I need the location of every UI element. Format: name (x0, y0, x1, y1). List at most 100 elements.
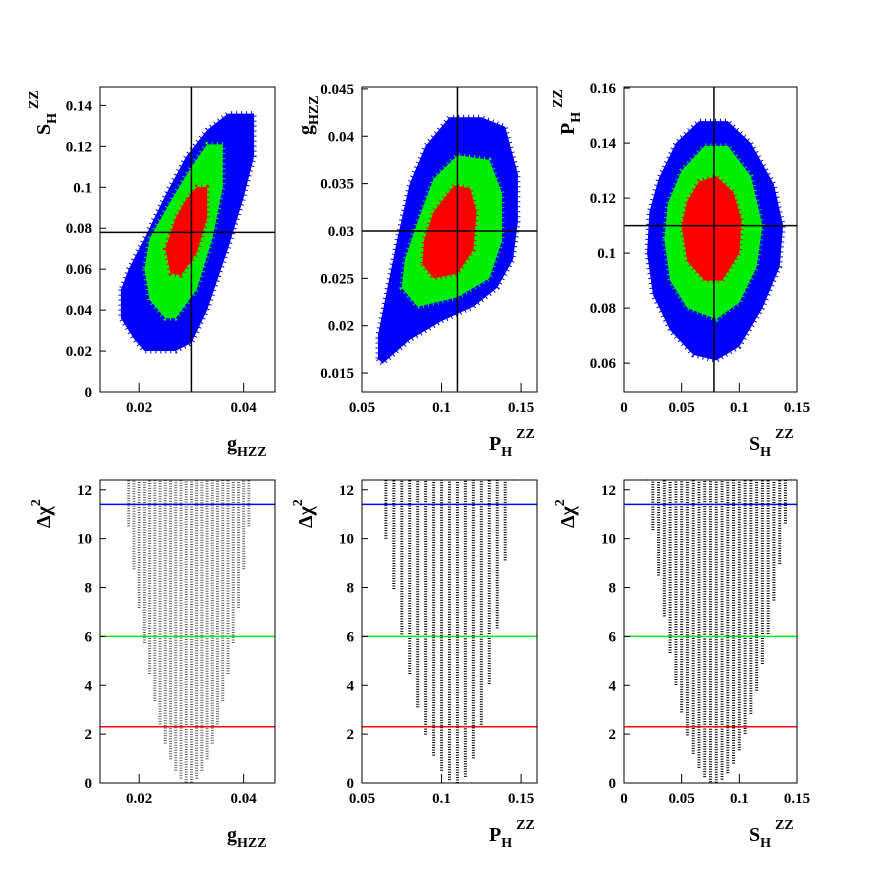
x-tick-label: 0.05 (669, 400, 695, 416)
y-tick-label: 0.045 (320, 82, 354, 98)
y-tick-label: 2 (347, 727, 355, 743)
y-tick-label: 0.1 (73, 180, 92, 196)
x-tick-label: 0.15 (508, 791, 534, 807)
panel: 0.02 0.0400.020.040.060.080.10.120.14gHZZ… (27, 86, 276, 460)
x-tick-label: 0.02 (126, 400, 152, 416)
y-tick-label: 0.1 (597, 246, 616, 262)
y-tick-label: 0.14 (66, 98, 93, 114)
y-tick-label: 0 (85, 385, 93, 401)
x-axis-label: gHZZ (227, 433, 267, 460)
y-tick-label: 0.06 (590, 356, 617, 372)
y-axis-label-main: P (557, 123, 579, 135)
x-tick-label: 0.05 (349, 400, 375, 416)
y-tick-label: 10 (339, 532, 354, 548)
x-axis-label: SH ZZ (749, 818, 794, 851)
y-tick-label: 0.12 (590, 191, 616, 207)
x-tick-label: 0.05 (669, 791, 695, 807)
x-tick-label: 0.1 (730, 400, 749, 416)
y-tick-label: 0.02 (66, 344, 92, 360)
y-tick-label: 6 (609, 629, 617, 645)
x-axis-label-sub: HZZ (237, 445, 267, 460)
y-tick-label: 2 (85, 727, 93, 743)
y-tick-label: 8 (609, 581, 617, 597)
region (162, 184, 210, 278)
y-axis-label-main: S (33, 124, 55, 135)
x-axis-label: SH ZZ (749, 427, 794, 460)
x-tick-label: 0.02 (126, 791, 152, 807)
x-axis-label-sup: ZZ (775, 818, 794, 833)
y-tick-label: 8 (85, 581, 93, 597)
y-axis-label: gHZZ (295, 95, 322, 135)
y-tick-label: 0.16 (590, 81, 617, 97)
y-axis-label-main: Δχ (295, 505, 317, 528)
frame (623, 86, 798, 393)
x-axis-label-sub: HZZ (237, 836, 267, 851)
x-axis-label-sup: ZZ (516, 427, 535, 442)
x-axis-label-main: S (749, 824, 760, 846)
y-tick-label: 0 (347, 776, 355, 792)
y-tick-label: 12 (339, 483, 354, 499)
x-tick-label: 0.04 (231, 791, 258, 807)
x-axis-label-sup: ZZ (516, 818, 535, 833)
y-axis-label-sup: 2 (29, 499, 44, 506)
frame (99, 479, 276, 784)
x-tick-label: 0.15 (508, 400, 534, 416)
y-tick-label: 0 (609, 776, 617, 792)
x-tick-label: 0.05 (349, 791, 375, 807)
y-tick-label: 0.035 (320, 177, 354, 193)
x-axis-label-main: P (489, 824, 501, 846)
x-axis-label-sup: ZZ (775, 427, 794, 442)
x-axis-label: PH ZZ (489, 427, 535, 460)
frame (623, 479, 798, 784)
y-tick-label: 0.14 (590, 136, 617, 152)
y-tick-label: 0.03 (328, 224, 354, 240)
y-axis-label-main: Δχ (33, 505, 55, 528)
x-axis-label-sub: H (501, 836, 512, 851)
y-tick-label: 2 (609, 727, 617, 743)
y-axis-label-sup: 2 (291, 499, 306, 506)
y-tick-label: 10 (77, 532, 92, 548)
y-axis-label: Δχ2 (553, 499, 579, 528)
x-tick-label: 0.1 (432, 791, 451, 807)
y-axis-label: PHZZ (551, 89, 584, 135)
y-axis-label-main: g (295, 125, 317, 135)
x-axis-label-main: g (227, 824, 237, 846)
y-tick-label: 10 (601, 532, 616, 548)
y-axis-label-sup: ZZ (551, 89, 566, 108)
x-tick-label: 0.15 (784, 400, 810, 416)
frame (361, 479, 538, 784)
y-tick-label: 0.06 (66, 262, 93, 278)
y-tick-label: 12 (77, 483, 92, 499)
x-tick-label: 0.04 (231, 400, 258, 416)
y-tick-label: 0.08 (66, 221, 92, 237)
y-tick-label: 0.08 (590, 301, 616, 317)
x-tick-label: 0.1 (730, 791, 749, 807)
y-tick-label: 4 (347, 678, 355, 694)
panel: 0 0.05 0.1 0.150.060.080.10.120.140.16SHZZP… (551, 81, 810, 460)
x-axis-label-main: g (227, 433, 237, 455)
x-axis-label-sub: H (760, 836, 771, 851)
region (679, 173, 745, 284)
x-axis-label: PH ZZ (489, 818, 535, 851)
x-axis-label-main: P (489, 433, 501, 455)
y-tick-label: 12 (601, 483, 616, 499)
x-tick-label: 0.15 (784, 791, 810, 807)
y-tick-label: 8 (347, 581, 355, 597)
y-axis-label-sup: ZZ (27, 90, 42, 109)
y-tick-label: 6 (85, 629, 93, 645)
y-tick-label: 0.025 (320, 271, 354, 287)
y-axis-label-main: Δχ (557, 505, 579, 528)
x-axis-label-sub: H (501, 445, 512, 460)
y-tick-label: 0.015 (320, 366, 354, 382)
y-axis-label-sub: H (569, 112, 584, 123)
y-axis-label-sup: 2 (553, 499, 568, 506)
y-tick-label: 0.02 (328, 319, 354, 335)
y-tick-label: 0.12 (66, 139, 92, 155)
frame (99, 86, 276, 393)
panel: 0.05 0.1 0.15 0.015 0.02 0.025 0.03 0.035 0.04 0.… (295, 82, 538, 460)
x-axis-label-sub: H (760, 445, 771, 460)
y-axis-label-sub: H (45, 113, 60, 124)
